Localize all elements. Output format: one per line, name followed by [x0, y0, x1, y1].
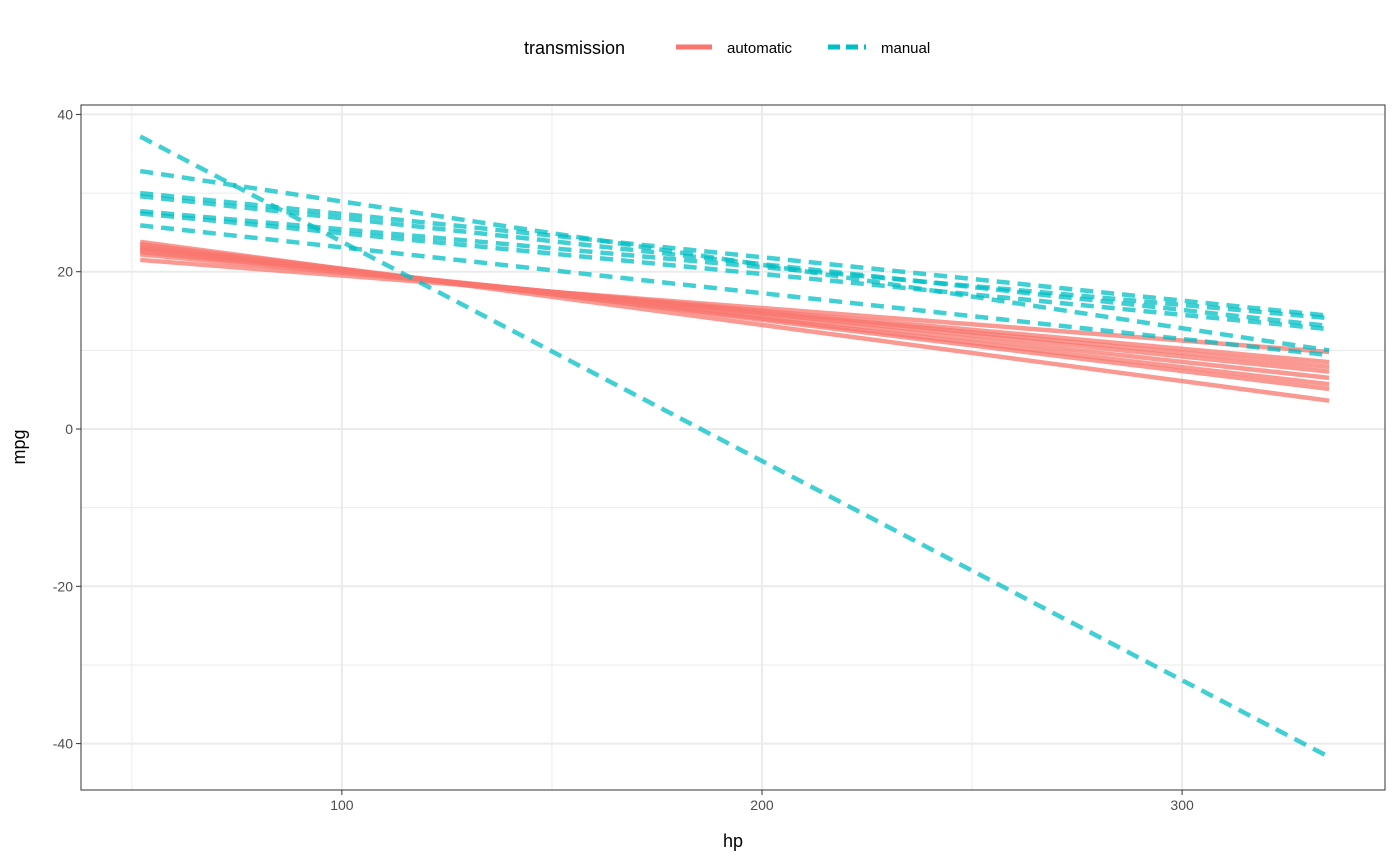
x-axis-label: hp [723, 831, 743, 851]
legend-title: transmission [524, 38, 625, 58]
line-manual [140, 190, 1330, 319]
line-manual [140, 208, 1330, 321]
y-tick-label: -20 [53, 578, 73, 594]
y-tick-label: -40 [53, 736, 73, 752]
line-manual [139, 193, 1330, 329]
line-manual [139, 223, 1330, 358]
y-axis-label: mpg [9, 429, 29, 464]
legend-label-automatic: automatic [727, 40, 793, 57]
x-tick-label: 200 [750, 797, 774, 813]
panel-border [80, 104, 1386, 791]
y-tick-label: 20 [57, 264, 73, 280]
line-automatic [140, 252, 1330, 365]
x-tick-label: 300 [1170, 797, 1194, 813]
y-tick-label: 0 [65, 421, 73, 437]
line-manual [139, 134, 1331, 759]
x-tick-label: 100 [330, 797, 354, 813]
regression-lines [139, 134, 1331, 759]
legend: transmission automatic manual [524, 38, 930, 58]
legend-label-manual: manual [881, 40, 930, 57]
line-manual [140, 211, 1330, 332]
line-automatic [140, 257, 1330, 355]
line-manual [139, 168, 1330, 353]
axes: 100 200 300 -40 -20 0 20 40 [53, 106, 1194, 813]
y-tick-label: 40 [57, 106, 73, 122]
